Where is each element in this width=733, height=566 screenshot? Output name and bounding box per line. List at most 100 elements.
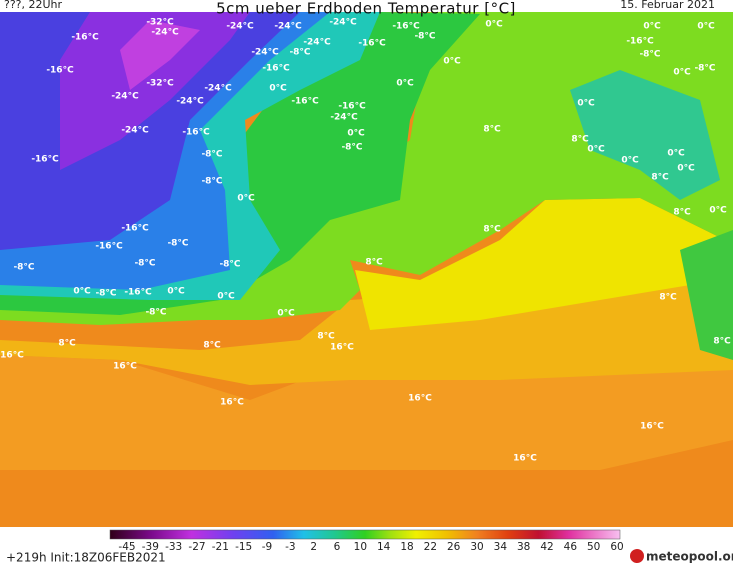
temperature-label: -8°C — [341, 143, 362, 153]
temperature-label: 8°C — [713, 337, 731, 347]
temperature-label: 8°C — [203, 341, 221, 351]
temperature-label: 0°C — [73, 287, 91, 297]
temperature-label: -16°C — [95, 242, 123, 252]
map — [0, 0, 733, 527]
temperature-label: 0°C — [577, 99, 595, 109]
temperature-label: -16°C — [182, 128, 210, 138]
temperature-label: -8°C — [414, 32, 435, 42]
header-left: ???, 22Uhr — [4, 0, 63, 11]
temperature-label: -24°C — [121, 126, 149, 136]
temperature-label: 16°C — [513, 454, 537, 464]
colorbar-tick-label: 10 — [354, 541, 367, 553]
temperature-label: 8°C — [659, 293, 677, 303]
temperature-label: -16°C — [626, 37, 654, 47]
temperature-label: -8°C — [167, 239, 188, 249]
temperature-label: 0°C — [621, 156, 639, 166]
zone-land-east — [680, 230, 733, 360]
map-labels: -32°C-24°C-16°C-24°C -24°C -24°C -16°C 0°C-8… — [0, 18, 731, 464]
colorbar-tick-label: -45 — [118, 541, 135, 553]
temperature-label: -8°C — [201, 150, 222, 160]
zone-minus24 — [60, 12, 250, 170]
colorbar-ticks: -45 -39 -33 -27 -21 -15 -9 -3 2 6 10 14 18 22 26 30 34 38… — [118, 541, 623, 553]
temperature-label: 8°C — [651, 173, 669, 183]
temperature-label: -24°C — [251, 48, 279, 58]
colorbar-tick-label: 46 — [564, 541, 578, 553]
zone-8 — [0, 0, 733, 325]
colorbar-tick-label: -9 — [262, 541, 272, 553]
colorbar-tick-label: 30 — [470, 541, 483, 553]
temperature-label: 0°C — [443, 57, 461, 67]
temperature-label: -24°C — [303, 38, 331, 48]
colorbar-tick-label: 42 — [540, 541, 553, 553]
temperature-label: -16°C — [31, 155, 59, 165]
temperature-label: 0°C — [277, 309, 295, 319]
temperature-label: 8°C — [58, 339, 76, 349]
colorbar-tick-label: 18 — [400, 541, 413, 553]
colorbar-tick-label: -3 — [285, 541, 295, 553]
colorbar-tick-label: 60 — [610, 541, 623, 553]
temperature-label: 8°C — [483, 225, 501, 235]
temperature-label: -16°C — [392, 22, 420, 32]
colorbar-tick-label: 34 — [494, 541, 508, 553]
temperature-label: 8°C — [673, 208, 691, 218]
temperature-label: 0°C — [587, 145, 605, 155]
temperature-label: -32°C — [146, 18, 174, 28]
temperature-label: 0°C — [217, 292, 235, 302]
colorbar-tick-label: -39 — [142, 541, 159, 553]
temperature-label: -24°C — [176, 97, 204, 107]
colorbar-tick-label: 2 — [310, 541, 317, 553]
colorbar-tick-label: 6 — [334, 541, 341, 553]
temperature-label: -8°C — [219, 260, 240, 270]
temperature-label: 16°C — [220, 398, 244, 408]
temperature-label: -8°C — [639, 50, 660, 60]
colorbar-tick-label: -21 — [212, 541, 229, 553]
temperature-label: 0°C — [347, 129, 365, 139]
temperature-label: -24°C — [151, 28, 179, 38]
temperature-label: 0°C — [673, 68, 691, 78]
header-bg — [0, 0, 733, 12]
temperature-label: -8°C — [13, 263, 34, 273]
temperature-label: -8°C — [201, 177, 222, 187]
colorbar-tick-label: -15 — [235, 541, 252, 553]
temperature-label: -16°C — [291, 97, 319, 107]
temperature-label: -16°C — [338, 102, 366, 112]
temperature-label: -8°C — [95, 289, 116, 299]
temperature-label: 16°C — [330, 343, 354, 353]
colorbar — [109, 529, 621, 540]
temperature-label: -24°C — [329, 18, 357, 28]
temperature-label: 16°C — [0, 351, 24, 361]
colorbar-tick-label: 38 — [517, 541, 530, 553]
temperature-label: -24°C — [274, 22, 302, 32]
temperature-label: 0°C — [269, 84, 287, 94]
temperature-label: -8°C — [134, 259, 155, 269]
temperature-label: -16°C — [46, 66, 74, 76]
temperature-label: 0°C — [709, 206, 727, 216]
temperature-label: 0°C — [697, 22, 715, 32]
zone-arctic-islands — [570, 70, 720, 200]
zone-yellow — [355, 198, 725, 330]
zone-minus32 — [120, 20, 200, 90]
temperature-label: -16°C — [121, 224, 149, 234]
logo-icon — [630, 549, 644, 563]
colorbar-tick-label: 14 — [377, 541, 391, 553]
temperature-label: 0°C — [237, 194, 255, 204]
temperature-label: 16°C — [640, 422, 664, 432]
temperature-label: 0°C — [667, 149, 685, 159]
temperature-label: -16°C — [71, 33, 99, 43]
temperature-label: -24°C — [204, 84, 232, 94]
footer-run: +219h Init:18Z06FEB2021 — [6, 551, 166, 565]
temperature-label: 8°C — [483, 125, 501, 135]
temperature-label: 8°C — [571, 135, 589, 145]
temperature-label: -16°C — [124, 288, 152, 298]
temperature-label: 0°C — [485, 20, 503, 30]
temperature-label: -8°C — [145, 308, 166, 318]
colorbar-tick-label: -27 — [188, 541, 205, 553]
header-title: 5cm ueber Erdboden Temperatur [°C] — [216, 0, 516, 18]
temperature-label: 0°C — [396, 79, 414, 89]
colorbar-tick-label: -33 — [165, 541, 182, 553]
temperature-label: 0°C — [643, 22, 661, 32]
temperature-label: -24°C — [226, 22, 254, 32]
temperature-label: -16°C — [358, 39, 386, 49]
temperature-label: 8°C — [365, 258, 383, 268]
